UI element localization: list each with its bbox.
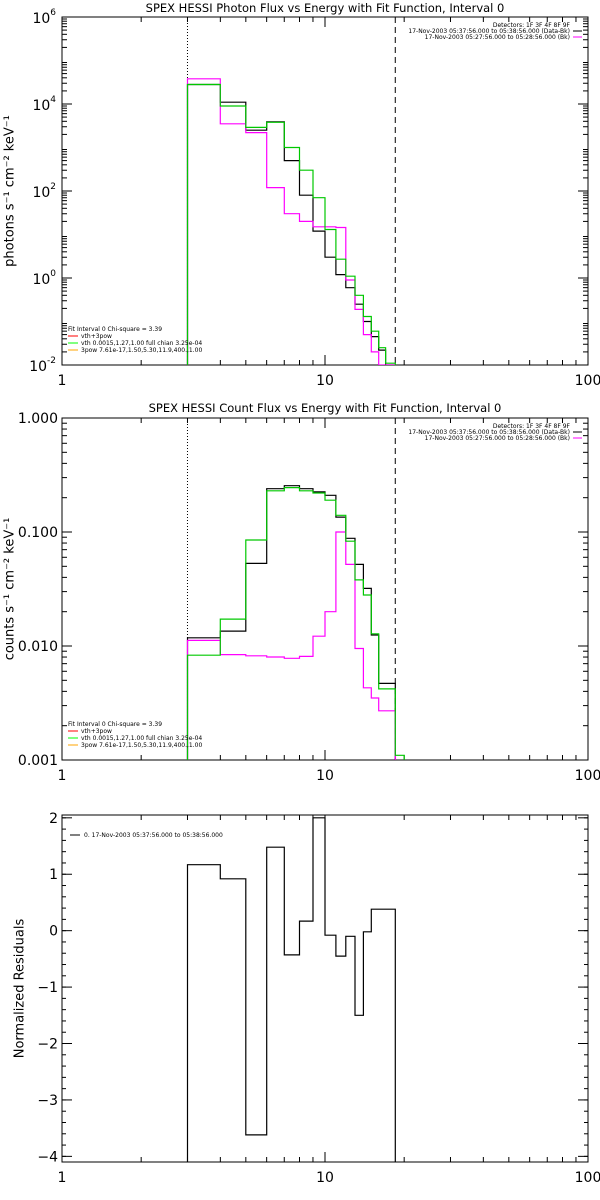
series-line-0 [186,817,396,1162]
y-tick-base: 10 [32,98,50,114]
y-tick-label: 10-2 [29,356,56,375]
y-tick-label: 1 [49,867,58,883]
legend-text: 0. 17-Nov-2003 05:37:56.000 to 05:38:56.… [84,832,223,839]
series-group [186,78,405,365]
series-line-2 [186,83,405,365]
y-tick-base: 10 [32,272,50,288]
y-tick-label: 106 [32,8,56,27]
y-tick-label: 0.010 [18,639,58,655]
y-tick-label: 2 [49,811,58,827]
legend-text: vth+3pow [81,333,112,340]
y-tick-label: 0 [49,924,58,940]
y-tick-label: 0.001 [18,753,58,769]
y-tick-base: 10 [32,11,50,27]
y-axis-label: photons s⁻¹ cm⁻² keV⁻¹ [3,115,18,267]
x-tick-label: 10 [316,373,334,389]
y-tick-label: 102 [32,182,56,201]
y-axis-label: counts s⁻¹ cm⁻² keV⁻¹ [3,518,18,661]
y-tick-label: −1 [37,980,58,996]
x-tick-label: 100 [575,373,600,389]
y-tick-label: 100 [32,269,56,288]
y-tick-exponent: 4 [50,95,56,105]
chart-panel-photon-flux: SPEX HESSI Photon Flux vs Energy with Fi… [3,1,600,389]
y-tick-label: −3 [37,1093,58,1109]
header-line: 17-Nov-2003 05:27:56.000 to 05:28:56.000… [425,34,570,41]
y-tick-exponent: 6 [50,8,56,18]
legend-text: Fit Interval 0 Chi-square = 3.39 [68,326,162,333]
y-tick-base: 10 [32,185,50,201]
x-tick-label: 1 [58,373,67,389]
legend-text: 3pow 7.61e-17,1.50,5.30,11.9,400.,1.00 [81,347,202,354]
header-line: Detectors: 1F 3F 4F 8F 9F [493,22,571,29]
series-group [186,817,396,1162]
legend-text: 3pow 7.61e-17,1.50,5.30,11.9,400.,1.00 [81,742,202,749]
x-tick-label: 10 [316,768,334,784]
y-tick-exponent: 0 [50,269,56,279]
x-tick-label: 10 [316,1170,334,1186]
x-tick-label: 1 [58,768,67,784]
chart-title: SPEX HESSI Count Flux vs Energy with Fit… [149,401,502,415]
legend-text: vth+3pow [81,728,112,735]
x-tick-label: 1 [58,1170,67,1186]
y-tick-exponent: 2 [50,182,56,192]
header-line: 17-Nov-2003 05:37:56.000 to 05:38:56.000… [408,429,570,436]
y-tick-label: −2 [37,1037,58,1053]
series-line-1 [186,531,396,760]
legend-text: vth 0.0015,1.27,1.00 full chian 3.25e-04 [81,735,202,742]
chart-panel-count-flux: SPEX HESSI Count Flux vs Energy with Fit… [3,401,600,784]
y-tick-label: 0.100 [18,525,58,541]
chart-title: SPEX HESSI Photon Flux vs Energy with Fi… [146,1,505,15]
y-tick-label: 1.000 [18,411,58,427]
y-tick-label: −4 [37,1149,58,1165]
chart-panel-residuals: Normalized Residuals 1 10 100 −4 −3 −2 −1 0 1 2 0. … [13,811,600,1186]
series-line-2 [186,487,405,760]
x-tick-label: 100 [575,1170,600,1186]
header-line: Detectors: 1F 3F 4F 8F 9F [493,423,571,430]
series-group [186,485,405,760]
y-tick-label: 104 [32,95,56,114]
header-line: 17-Nov-2003 05:37:56.000 to 05:38:56.000… [408,28,570,35]
x-tick-label: 100 [575,768,600,784]
y-tick-base: 10 [29,359,47,375]
y-tick-exponent: -2 [47,356,56,366]
y-axis-label: Normalized Residuals [13,919,28,1059]
legend-text: Fit Interval 0 Chi-square = 3.39 [68,721,162,728]
legend-text: vth 0.0015,1.27,1.00 full chian 3.25e-04 [81,340,202,347]
header-line: 17-Nov-2003 05:27:56.000 to 05:28:56.000… [425,435,570,442]
